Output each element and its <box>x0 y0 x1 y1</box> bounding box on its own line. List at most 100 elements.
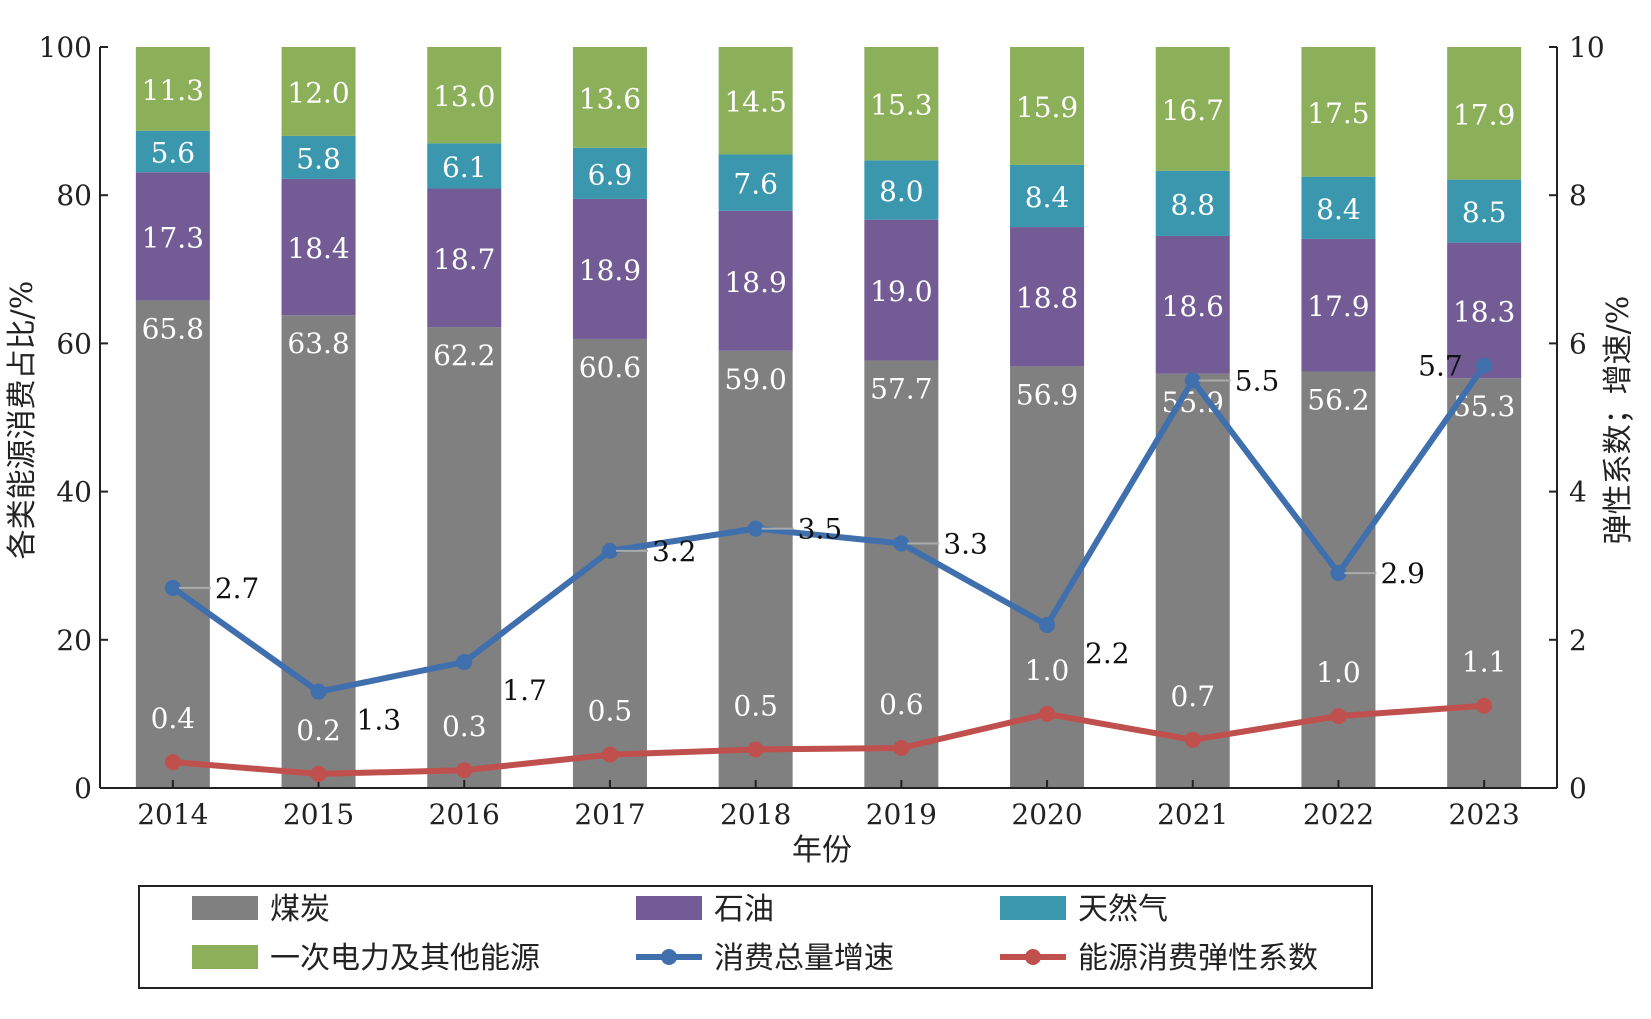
legend-label-3: 一次电力及其他能源 <box>270 941 540 976</box>
bar-label-2017-series-1: 18.9 <box>579 254 641 287</box>
x-tick-label-2017: 2017 <box>574 798 645 831</box>
bar-label-2014-series-2: 5.6 <box>151 136 196 169</box>
bar-label-2022-series-3: 17.5 <box>1307 97 1369 130</box>
growth-label-2015: 1.3 <box>357 704 402 737</box>
bar-label-2015-series-0: 63.8 <box>287 327 349 360</box>
bar-2018-series-1 <box>718 210 793 351</box>
y-right-tick-label-1: 2 <box>1569 624 1587 657</box>
bar-label-2014-series-1: 17.3 <box>142 221 204 254</box>
bar-2021-series-2 <box>1155 170 1230 236</box>
legend-swatch-3 <box>192 945 258 969</box>
y-left-tick-label-2: 40 <box>56 476 92 509</box>
x-tick-label-2016: 2016 <box>429 798 500 831</box>
elasticity-label-2018: 0.5 <box>733 689 778 722</box>
bar-2014-series-3 <box>135 47 210 131</box>
growth-label-2019: 3.3 <box>943 527 988 560</box>
y-left-tick-label-3: 60 <box>56 327 92 360</box>
bar-2022-series-1 <box>1301 238 1376 372</box>
bar-2017-series-0 <box>572 338 647 788</box>
line-0-point-2019 <box>893 535 910 552</box>
bar-label-2023-series-2: 8.5 <box>1462 196 1507 229</box>
bar-label-2019-series-2: 8.0 <box>879 175 924 208</box>
bar-2014-series-1 <box>135 172 210 301</box>
y-right-tick-label-5: 10 <box>1569 31 1605 64</box>
legend-label-0: 煤炭 <box>270 892 330 927</box>
bar-label-2017-series-2: 6.9 <box>588 158 633 191</box>
plot-area: 65.817.35.611.363.818.45.812.062.218.76.… <box>39 31 1605 831</box>
line-0-point-2023 <box>1476 357 1493 374</box>
bar-2022-series-3 <box>1301 47 1376 177</box>
line-1-point-2020 <box>1039 705 1056 722</box>
bar-2014-series-0 <box>135 300 210 788</box>
bar-label-2019-series-3: 15.3 <box>870 89 932 122</box>
bar-2015-series-2 <box>281 135 356 179</box>
growth-label-2023: 5.7 <box>1418 350 1463 383</box>
line-1-point-2018 <box>747 741 764 758</box>
bar-label-2022-series-2: 8.4 <box>1316 193 1361 226</box>
legend-label-5: 能源消费弹性系数 <box>1078 941 1318 976</box>
bar-2020-series-3 <box>1010 47 1085 165</box>
legend-swatch-1 <box>636 896 702 920</box>
elasticity-label-2015: 0.2 <box>296 714 341 747</box>
line-0-point-2014 <box>164 579 181 596</box>
line-0-point-2022 <box>1330 565 1347 582</box>
bar-2015-series-1 <box>281 178 356 316</box>
elasticity-label-2017: 0.5 <box>588 695 633 728</box>
bar-label-2019-series-1: 19.0 <box>870 275 932 308</box>
bar-2021-series-0 <box>1155 373 1230 788</box>
x-tick-label-2021: 2021 <box>1157 798 1228 831</box>
line-1-point-2021 <box>1184 731 1201 748</box>
bar-label-2014-series-3: 11.3 <box>142 74 204 107</box>
bar-2015-series-0 <box>281 315 356 788</box>
growth-label-2021: 5.5 <box>1235 364 1280 397</box>
bar-label-2021-series-1: 18.6 <box>1162 290 1224 323</box>
bar-label-2016-series-0: 62.2 <box>433 339 495 372</box>
bar-2018-series-2 <box>718 154 793 211</box>
bar-label-2015-series-1: 18.4 <box>287 232 349 265</box>
line-1-point-2015 <box>310 765 327 782</box>
bar-label-2015-series-2: 5.8 <box>296 142 341 175</box>
y-left-tick-label-5: 100 <box>39 31 92 64</box>
elasticity-label-2023: 1.1 <box>1462 646 1507 679</box>
bar-label-2020-series-3: 15.9 <box>1016 91 1078 124</box>
growth-label-2022: 2.9 <box>1380 557 1425 590</box>
legend-marker-5 <box>1025 949 1041 965</box>
y-axis-label-left: 各类能源消费占比/% <box>5 281 40 560</box>
growth-label-2017: 3.2 <box>652 535 697 568</box>
legend-box <box>138 885 1373 989</box>
bar-2019-series-0 <box>864 360 939 788</box>
x-tick-label-2023: 2023 <box>1449 798 1520 831</box>
elasticity-label-2020: 1.0 <box>1025 654 1070 687</box>
line-1-point-2023 <box>1476 697 1493 714</box>
growth-label-2014: 2.7 <box>215 572 260 605</box>
bar-label-2017-series-3: 13.6 <box>579 82 641 115</box>
y-left-tick-label-4: 80 <box>56 179 92 212</box>
bar-label-2015-series-3: 12.0 <box>287 76 349 109</box>
bar-label-2021-series-2: 8.8 <box>1170 188 1215 221</box>
bar-2021-series-1 <box>1155 235 1230 374</box>
legend-label-2: 天然气 <box>1078 892 1168 927</box>
bar-label-2016-series-3: 13.0 <box>433 80 495 113</box>
bar-2023-series-3 <box>1447 47 1522 180</box>
legend-swatch-0 <box>192 896 258 920</box>
y-axis-label-right: 弹性系数；增速/% <box>1601 296 1636 545</box>
legend-label-4: 消费总量增速 <box>714 941 894 976</box>
line-1 <box>172 702 1485 777</box>
y-right-tick-label-2: 4 <box>1569 476 1587 509</box>
bar-label-2023-series-1: 18.3 <box>1453 295 1515 328</box>
bar-2017-series-3 <box>572 47 647 148</box>
line-0-point-2021 <box>1184 372 1201 389</box>
bar-2017-series-1 <box>572 198 647 339</box>
x-tick-label-2020: 2020 <box>1011 798 1082 831</box>
line-1-point-2016 <box>456 762 473 779</box>
bar-label-2019-series-0: 57.7 <box>870 372 932 405</box>
bar-2016-series-2 <box>427 143 502 189</box>
bar-label-2018-series-0: 59.0 <box>724 363 786 396</box>
bar-2019-series-1 <box>864 219 939 361</box>
bar-label-2016-series-2: 6.1 <box>442 151 487 184</box>
x-tick-label-2022: 2022 <box>1303 798 1374 831</box>
growth-label-2018: 3.5 <box>798 513 843 546</box>
bar-2015-series-3 <box>281 47 356 136</box>
bar-2018-series-3 <box>718 47 793 155</box>
